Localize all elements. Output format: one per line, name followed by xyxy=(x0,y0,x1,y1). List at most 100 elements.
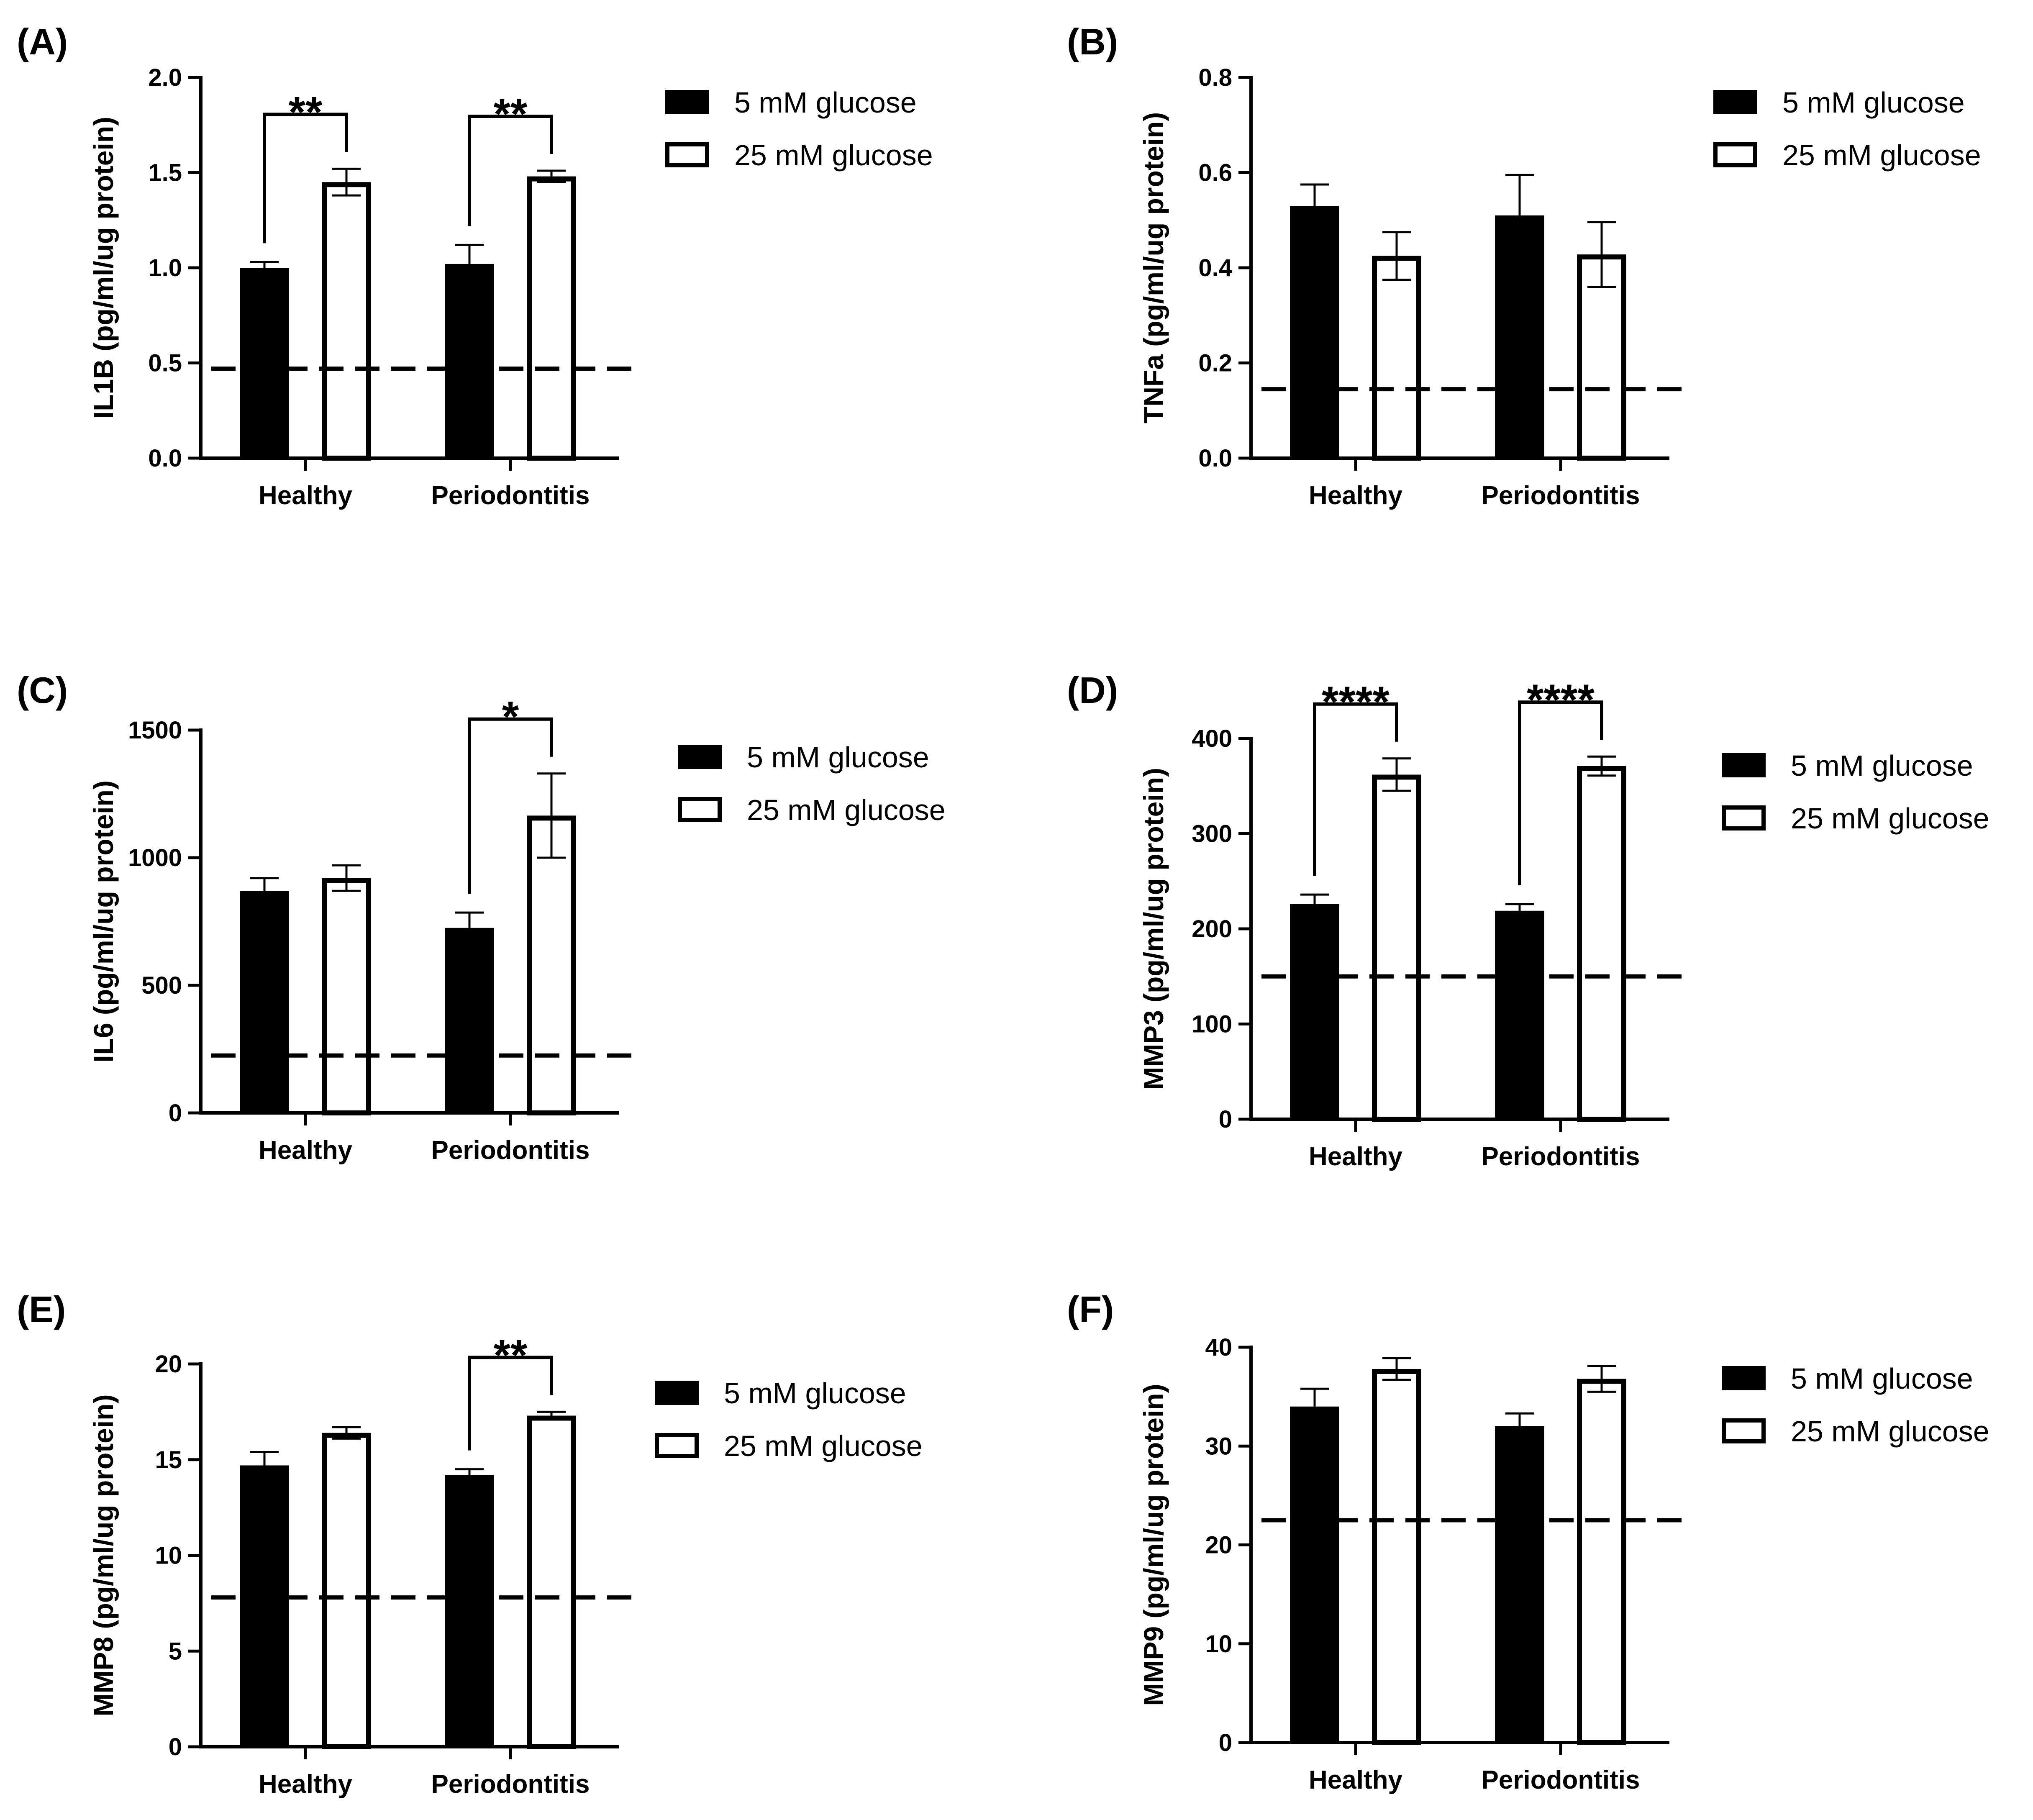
legend-label-25mm: 25 mM glucose xyxy=(734,139,933,172)
legend-swatch-5mm xyxy=(1722,1366,1766,1390)
legend: 5 mM glucose 25 mM glucose xyxy=(1722,749,1989,835)
bar-25mm-healthy xyxy=(1372,1369,1421,1746)
y-axis-title: MMP3 (pg/ml/ug protein) xyxy=(1138,768,1169,1090)
significance-marker: **** xyxy=(1527,676,1595,724)
x-tick-label: Healthy xyxy=(1309,1766,1402,1794)
panel-label: (F) xyxy=(1067,1289,1114,1330)
y-tick-label: 20 xyxy=(1205,1532,1232,1559)
significance-marker: ** xyxy=(494,90,528,138)
significance-bracket xyxy=(468,717,553,894)
legend: 5 mM glucose 25 mM glucose xyxy=(678,741,946,826)
y-tick-label: 15 xyxy=(155,1446,182,1474)
significance-bracket xyxy=(468,1356,553,1451)
bar-5mm-periodontitis xyxy=(445,928,494,1113)
bar-25mm-healthy xyxy=(1372,774,1421,1122)
x-tick-label: Periodontitis xyxy=(431,1136,590,1165)
y-tick-label: 0.8 xyxy=(1198,64,1232,91)
bar-25mm-periodontitis xyxy=(1577,766,1626,1122)
x-tick-label: Periodontitis xyxy=(1482,1766,1640,1794)
legend-swatch-5mm xyxy=(1722,753,1766,777)
bar-5mm-healthy xyxy=(1290,904,1339,1119)
y-tick-label: 0.0 xyxy=(1198,445,1232,472)
y-tick-label: 1000 xyxy=(128,844,182,872)
y-axis-title: IL6 (pg/ml/ug protein) xyxy=(88,780,119,1063)
y-tick-label: 0 xyxy=(1219,1729,1232,1756)
legend-label-5mm: 5 mM glucose xyxy=(1791,1362,1973,1395)
significance-marker: ** xyxy=(289,88,323,136)
y-axis-title: MMP8 (pg/ml/ug protein) xyxy=(88,1394,119,1717)
y-tick-label: 0.6 xyxy=(1198,159,1232,187)
y-tick-label: 30 xyxy=(1205,1433,1232,1460)
y-tick-label: 40 xyxy=(1205,1334,1232,1361)
legend-label-25mm: 25 mM glucose xyxy=(1791,1415,1989,1448)
bar-5mm-periodontitis xyxy=(445,264,494,458)
significance-bracket xyxy=(468,114,553,226)
bar-5mm-periodontitis xyxy=(1495,215,1544,458)
y-tick-label: 1.5 xyxy=(148,159,182,187)
legend-label-25mm: 25 mM glucose xyxy=(1791,802,1989,835)
legend-swatch-5mm xyxy=(678,745,722,769)
x-tick-label: Healthy xyxy=(1309,481,1402,510)
x-tick-label: Periodontitis xyxy=(1482,481,1640,510)
legend-swatch-5mm xyxy=(1713,90,1757,114)
panel-label: (C) xyxy=(17,669,68,711)
x-tick-label: Healthy xyxy=(1309,1142,1402,1171)
x-tick-label: Periodontitis xyxy=(431,1770,590,1799)
significance-bracket xyxy=(263,113,348,244)
panel-label: (A) xyxy=(17,21,68,62)
y-tick-label: 10 xyxy=(155,1542,182,1569)
bar-5mm-healthy xyxy=(240,268,289,458)
legend-label-25mm: 25 mM glucose xyxy=(1782,139,1981,172)
y-tick-label: 0.4 xyxy=(1198,254,1232,282)
y-tick-label: 500 xyxy=(141,972,182,999)
y-tick-label: 2.0 xyxy=(148,64,182,91)
y-tick-label: 1.0 xyxy=(148,254,182,282)
y-axis-title: MMP9 (pg/ml/ug protein) xyxy=(1138,1384,1169,1706)
chart-panel-e: (E) MMP8 (pg/ml/ug protein) 0 5 10 15 20 Health… xyxy=(17,1289,923,1799)
legend: 5 mM glucose 25 mM glucose xyxy=(655,1377,923,1462)
legend-label-5mm: 5 mM glucose xyxy=(724,1377,906,1410)
bar-5mm-healthy xyxy=(1290,206,1339,458)
legend: 5 mM glucose 25 mM glucose xyxy=(1722,1362,1989,1448)
y-tick-label: 0 xyxy=(169,1100,182,1127)
legend-swatch-25mm xyxy=(1722,1418,1766,1443)
legend-swatch-25mm xyxy=(678,797,722,822)
panel-label: (D) xyxy=(1067,669,1118,711)
bar-25mm-periodontitis xyxy=(527,815,576,1115)
legend-swatch-5mm xyxy=(655,1381,699,1405)
bar-25mm-healthy xyxy=(1372,256,1421,461)
significance-marker: ** xyxy=(494,1331,528,1379)
chart-panel-d: (D) MMP3 (pg/ml/ug protein) 0 100 200 300 400 H… xyxy=(1067,669,1989,1171)
chart-panel-c: (C) IL6 (pg/ml/ug protein) 0 500 1000 1500 Hea… xyxy=(17,669,946,1165)
x-tick-label: Periodontitis xyxy=(1482,1142,1640,1171)
y-tick-label: 100 xyxy=(1192,1011,1232,1038)
chart-panel-f: (F) MMP9 (pg/ml/ug protein) 0 10 20 30 40 Healt… xyxy=(1067,1289,1989,1794)
bar-5mm-periodontitis xyxy=(1495,910,1544,1119)
y-tick-label: 200 xyxy=(1192,915,1232,943)
y-tick-label: 10 xyxy=(1205,1630,1232,1658)
significance-marker: * xyxy=(502,693,519,741)
panel-label: (E) xyxy=(17,1289,66,1330)
legend-swatch-5mm xyxy=(665,90,709,114)
bar-25mm-healthy xyxy=(322,182,371,461)
legend-label-25mm: 25 mM glucose xyxy=(724,1430,923,1462)
legend-label-5mm: 5 mM glucose xyxy=(1782,86,1965,119)
y-tick-label: 0 xyxy=(1219,1106,1232,1133)
bar-25mm-healthy xyxy=(322,878,371,1116)
legend-swatch-25mm xyxy=(1713,142,1757,167)
y-tick-label: 20 xyxy=(155,1351,182,1378)
significance-marker: **** xyxy=(1322,678,1390,726)
bar-5mm-periodontitis xyxy=(445,1475,494,1747)
legend-label-5mm: 5 mM glucose xyxy=(1791,749,1973,782)
bar-25mm-periodontitis xyxy=(527,1415,576,1749)
y-tick-label: 300 xyxy=(1192,820,1232,848)
legend-label-5mm: 5 mM glucose xyxy=(747,741,929,774)
y-tick-label: 0 xyxy=(169,1733,182,1761)
bar-25mm-periodontitis xyxy=(1577,1379,1626,1746)
x-tick-label: Healthy xyxy=(259,1136,352,1165)
y-tick-label: 0.0 xyxy=(148,445,182,472)
legend-label-25mm: 25 mM glucose xyxy=(747,794,946,826)
x-tick-label: Healthy xyxy=(259,481,352,510)
x-tick-label: Healthy xyxy=(259,1770,352,1799)
significance-bracket xyxy=(1313,702,1398,876)
